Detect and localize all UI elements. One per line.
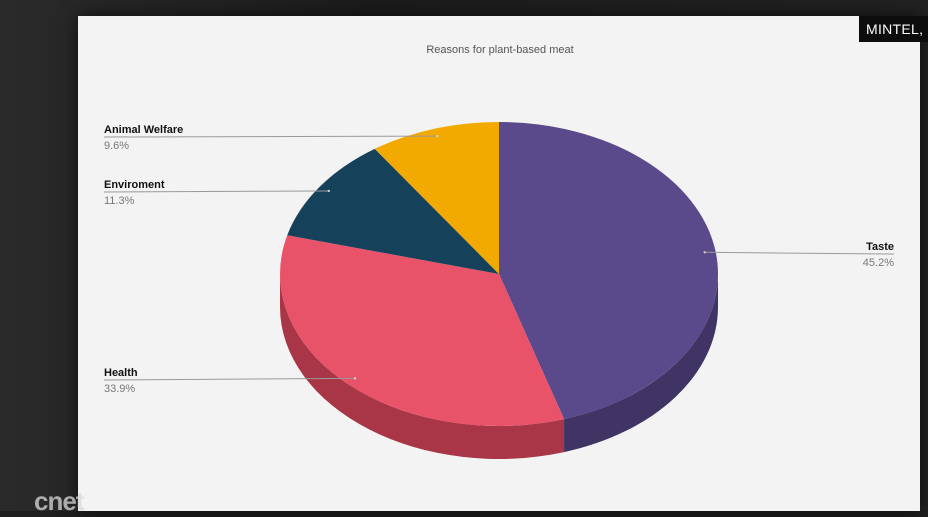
leader-line-animal-welfare <box>103 135 438 138</box>
watermark-logo: cnet <box>34 486 84 516</box>
slice-label-health: Health <box>104 367 138 379</box>
pie-tops <box>280 122 718 426</box>
leader-line-health <box>103 377 356 381</box>
slice-label-taste: Taste <box>866 241 894 253</box>
leader-line-enviroment <box>103 190 329 193</box>
slice-label-animal-welfare: Animal Welfare <box>104 124 183 136</box>
slice-value-animal-welfare: 9.6% <box>104 140 129 152</box>
chart-title: Reasons for plant-based meat <box>426 44 573 56</box>
slice-value-taste: 45.2% <box>863 257 894 269</box>
leader-lines <box>103 134 895 381</box>
source-label: MINTEL, <box>859 16 928 42</box>
leader-line-taste <box>704 251 895 255</box>
leader-dot-taste <box>703 251 706 254</box>
leader-dot-enviroment <box>327 189 330 193</box>
leader-dot-health <box>353 377 357 380</box>
slice-animal-welfare <box>374 122 499 274</box>
slice-value-health: 33.9% <box>104 383 135 395</box>
slice-value-enviroment: 11.3% <box>104 195 135 207</box>
slice-side-health <box>280 274 565 459</box>
pie-sides <box>280 274 718 459</box>
slice-taste <box>499 122 718 420</box>
slice-side-taste <box>564 274 718 453</box>
leader-dot-animal-welfare <box>436 134 439 138</box>
slice-labels: Taste 45.2% Health 33.9% Enviroment 11.3% Anim… <box>104 124 894 395</box>
slice-enviroment <box>287 148 499 274</box>
slice-label-enviroment: Enviroment <box>104 179 165 191</box>
